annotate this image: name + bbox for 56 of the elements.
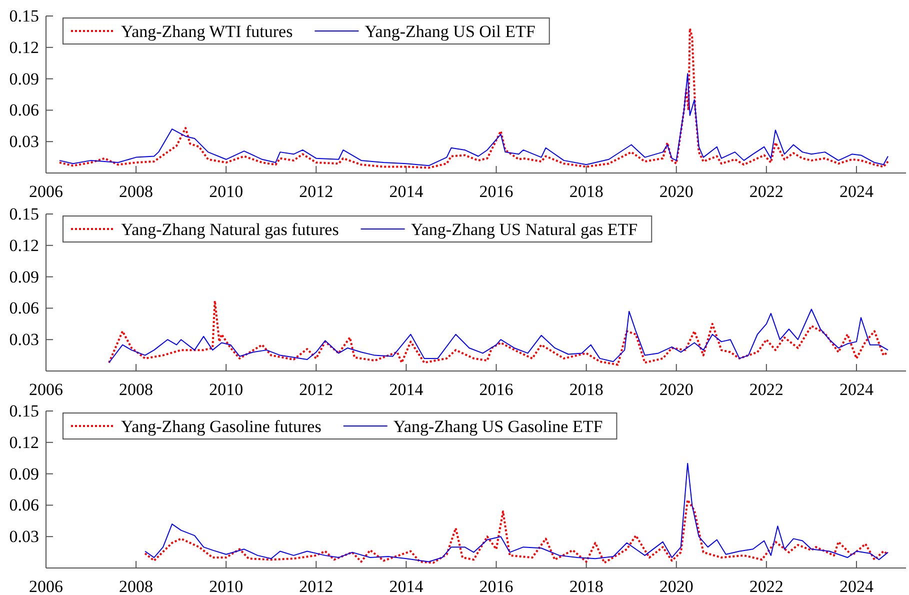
x-tick-label: 2010 [209, 182, 244, 202]
x-tick-label: 2010 [209, 577, 244, 595]
line-series [59, 73, 888, 166]
legend-label: Yang-Zhang Gasoline futures [121, 417, 322, 436]
x-tick-label: 2006 [29, 182, 63, 202]
x-tick-label: 2012 [299, 577, 334, 595]
x-tick-label: 2006 [29, 380, 63, 400]
legend-label: Yang-Zhang Natural gas futures [121, 220, 339, 239]
y-tick-label: 0.06 [9, 100, 39, 120]
x-tick-label: 2008 [119, 182, 154, 202]
y-tick-label: 0.15 [9, 401, 39, 420]
x-tick-label: 2018 [569, 182, 604, 202]
x-tick-label: 2014 [389, 577, 424, 595]
legend-label: Yang-Zhang WTI futures [121, 22, 293, 41]
x-tick-label: 2008 [119, 577, 154, 595]
x-tick-label: 2016 [479, 577, 514, 595]
line-series [144, 462, 888, 562]
x-tick-label: 2014 [389, 380, 424, 400]
x-tick-label: 2014 [389, 182, 424, 202]
x-tick-label: 2018 [569, 577, 604, 595]
line-series [108, 300, 889, 366]
x-tick-label: 2016 [479, 182, 514, 202]
y-tick-label: 0.03 [9, 330, 39, 350]
y-tick-label: 0.15 [9, 6, 39, 26]
line-series [144, 498, 889, 564]
x-tick-label: 2012 [299, 182, 334, 202]
y-tick-label: 0.09 [9, 464, 39, 484]
x-tick-label: 2020 [659, 380, 694, 400]
y-tick-label: 0.09 [9, 267, 39, 286]
x-tick-label: 2024 [839, 577, 874, 595]
x-tick-label: 2018 [569, 380, 604, 400]
y-tick-label: 0.06 [9, 496, 39, 515]
x-tick-label: 2008 [119, 380, 154, 400]
y-tick-label: 0.09 [9, 69, 39, 88]
y-tick-label: 0.12 [9, 236, 39, 255]
x-tick-label: 2020 [659, 182, 694, 202]
legend-label: Yang-Zhang US Gasoline ETF [393, 417, 603, 436]
line-series [108, 308, 888, 364]
y-tick-label: 0.12 [9, 432, 39, 452]
x-tick-label: 2010 [209, 380, 244, 400]
x-tick-label: 2022 [749, 380, 784, 400]
legend-label: Yang-Zhang US Oil ETF [364, 22, 536, 41]
y-tick-label: 0.06 [9, 298, 39, 318]
legend-label: Yang-Zhang US Natural gas ETF [410, 220, 638, 239]
x-tick-label: 2022 [749, 182, 784, 202]
x-tick-label: 2020 [659, 577, 694, 595]
x-tick-label: 2022 [749, 577, 784, 595]
y-tick-label: 0.03 [9, 527, 39, 546]
x-tick-label: 2024 [839, 380, 874, 400]
x-tick-label: 2024 [839, 182, 874, 202]
y-tick-label: 0.12 [9, 38, 39, 57]
x-tick-label: 2006 [29, 577, 63, 595]
y-tick-label: 0.15 [9, 204, 39, 224]
x-tick-label: 2016 [479, 380, 514, 400]
y-tick-label: 0.03 [9, 132, 39, 152]
x-tick-label: 2012 [299, 380, 334, 400]
